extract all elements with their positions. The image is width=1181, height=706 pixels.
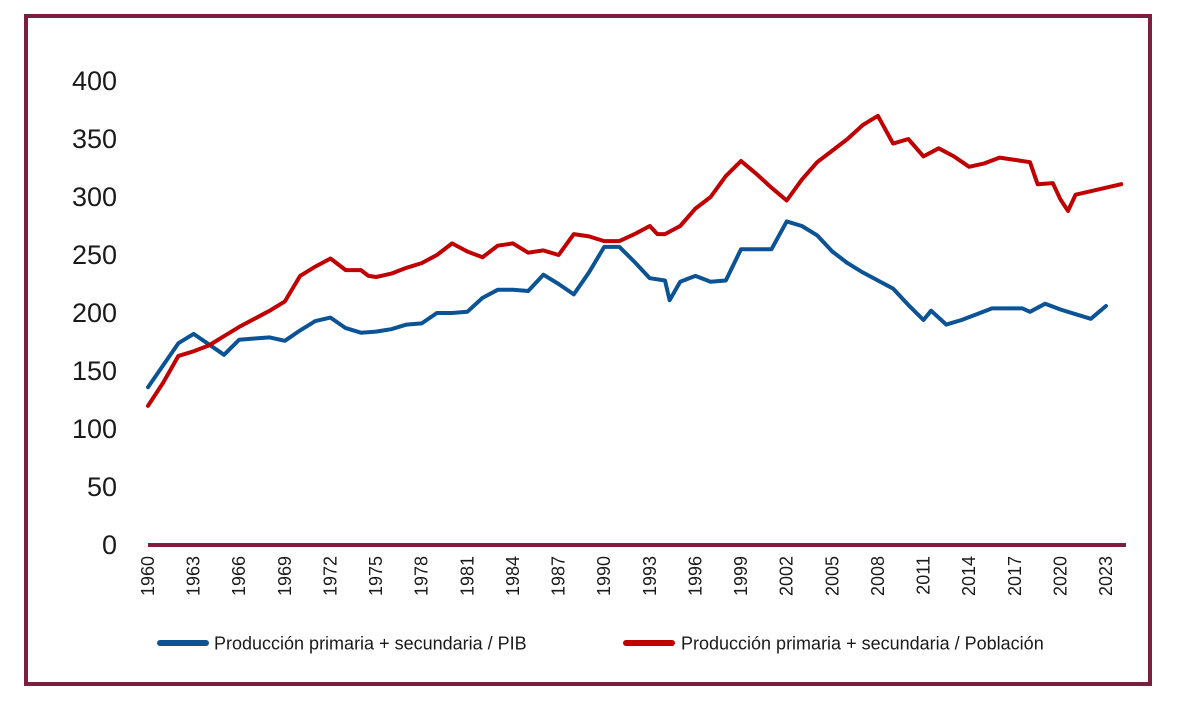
- y-tick-label: 300: [72, 182, 117, 212]
- y-tick-label: 50: [87, 472, 117, 502]
- x-tick-label: 1960: [138, 556, 158, 596]
- legend-label-pib: Producción primaria + secundaria / PIB: [214, 634, 527, 654]
- x-tick-label: 1993: [640, 556, 660, 596]
- legend-item-pib: Producción primaria + secundaria / PIB: [157, 634, 527, 654]
- y-tick-label: 150: [72, 356, 117, 386]
- y-tick-label: 250: [72, 240, 117, 270]
- x-tick-label: 2017: [1005, 556, 1025, 596]
- y-tick-label: 200: [72, 298, 117, 328]
- x-tick-label: 1975: [366, 556, 386, 596]
- x-tick-label: 2002: [777, 556, 797, 596]
- x-tick-label: 1963: [184, 556, 204, 596]
- x-tick-label: 2014: [959, 556, 979, 596]
- x-tick-label: 2005: [822, 556, 842, 596]
- x-tick-label: 1978: [412, 556, 432, 596]
- x-tick-label: 1969: [275, 556, 295, 596]
- series-line-pib: [146, 219, 1108, 390]
- chart-frame: [24, 14, 1152, 686]
- x-tick-label: 1984: [503, 556, 523, 596]
- legend: Producción primaria + secundaria / PIB P…: [157, 634, 1044, 654]
- x-tick-label: 1972: [320, 556, 340, 596]
- x-tick-label: 1966: [229, 556, 249, 596]
- x-tick-label: 1981: [457, 556, 477, 596]
- legend-item-poblacion: Producción primaria + secundaria / Pobla…: [623, 634, 1044, 654]
- y-tick-label: 400: [72, 66, 117, 96]
- x-axis: 1960 1963 1966 1969 1972 1975 1978 1981 1984 1987…: [138, 556, 1116, 596]
- y-axis: 0 50 100 150 200 250 300 350 400: [72, 66, 117, 560]
- legend-label-poblacion: Producción primaria + secundaria / Pobla…: [681, 634, 1044, 654]
- x-tick-label: 1990: [594, 556, 614, 596]
- series-line-poblacion: [146, 113, 1124, 408]
- x-tick-label: 2023: [1096, 556, 1116, 596]
- x-tick-label: 2020: [1050, 556, 1070, 596]
- x-tick-label: 1999: [731, 556, 751, 596]
- y-tick-label: 0: [102, 530, 117, 560]
- x-tick-label: 1987: [549, 556, 569, 596]
- x-tick-label: 2011: [914, 556, 934, 595]
- x-tick-label: 1996: [685, 556, 705, 596]
- y-tick-label: 100: [72, 414, 117, 444]
- y-tick-label: 350: [72, 124, 117, 154]
- x-tick-label: 2008: [868, 556, 888, 596]
- series-layer: [146, 113, 1124, 408]
